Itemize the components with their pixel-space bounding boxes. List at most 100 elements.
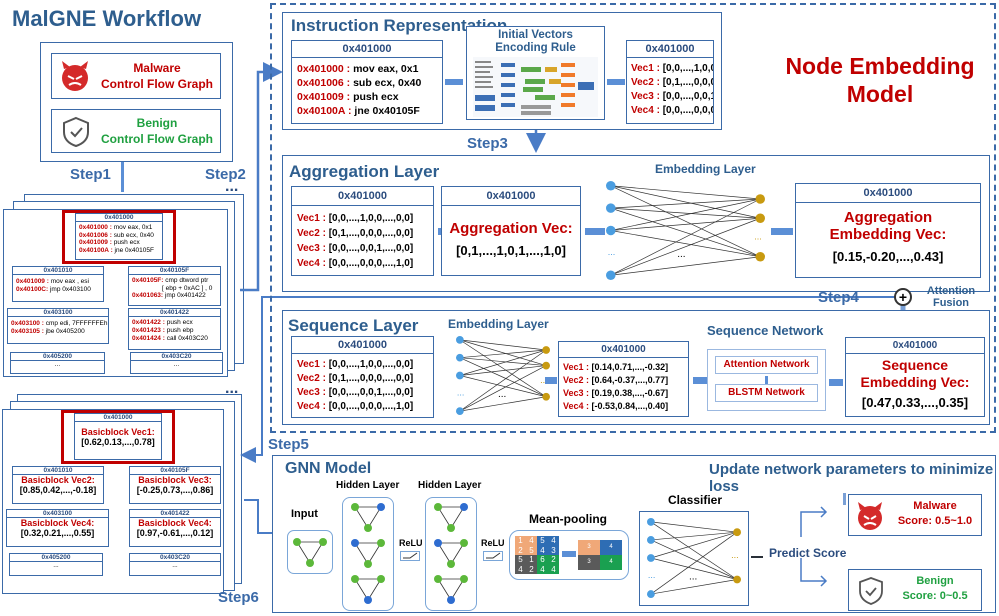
graph-node bbox=[351, 503, 359, 511]
pool-cell: 4 bbox=[526, 536, 537, 546]
bbvec-block: 0x403C20... bbox=[129, 553, 221, 576]
instr-address: 0x401009 : bbox=[79, 239, 112, 246]
section-title: Instruction Representation bbox=[291, 16, 508, 35]
attention-fusion-label: Attention Fusion bbox=[926, 285, 976, 309]
svg-text:...: ... bbox=[648, 570, 656, 580]
nn-edge bbox=[610, 185, 761, 200]
section-title: Aggregation Layer bbox=[289, 162, 440, 181]
step3-label: Step3 bbox=[467, 135, 508, 152]
devil-icon bbox=[62, 61, 88, 91]
malware-label: Malware bbox=[913, 500, 957, 512]
bbvec-block: 0x401010 Basicblock Vec2: [0.85,0.42,...,-… bbox=[12, 466, 104, 504]
output-node bbox=[733, 528, 741, 537]
pool-cell: 1 bbox=[526, 555, 537, 565]
aggregation-vec-label: Aggregation Vec: bbox=[449, 220, 573, 237]
aggregation-layer-panel: Aggregation Layer 0x401000 Vec1 : [0,0,.… bbox=[282, 155, 990, 292]
aggregation-embedding-block: 0x401000 Aggregation Embedding Vec: [0.15… bbox=[795, 183, 981, 278]
bbvec-value: [0.32,0.21,...,0.55] bbox=[20, 528, 95, 538]
graph-node bbox=[460, 503, 468, 511]
bbvec-label: Basicblock Vec1: bbox=[81, 427, 155, 437]
input-graph bbox=[287, 530, 333, 574]
malware-cfg-label: Control Flow Graph bbox=[101, 77, 213, 91]
graph-node bbox=[364, 596, 372, 604]
instr: cmp edi, 7FFFFFFEh bbox=[45, 320, 108, 327]
graph-edge bbox=[309, 541, 324, 564]
graph-node bbox=[447, 596, 455, 604]
block-address: 0x401000 bbox=[796, 184, 980, 203]
bbvec-value: [0.97,-0.61,...,0.12] bbox=[136, 528, 214, 538]
output-node bbox=[542, 392, 550, 401]
dense-vector-block: 0x401000 Vec1 : [0.14,0.71,...,-0.32] Ve… bbox=[558, 341, 689, 417]
graph-node bbox=[434, 503, 442, 511]
svg-text:...: ... bbox=[457, 387, 465, 397]
onehot-vector-block: 0x401000 Vec1 : [0,0,...,1,0,0,...,0,0] … bbox=[291, 336, 434, 418]
block-address: 0x401010 bbox=[13, 467, 103, 475]
output-node bbox=[755, 213, 765, 224]
svg-text:...: ... bbox=[754, 232, 762, 242]
section-title: Sequence Layer bbox=[288, 316, 419, 335]
sequence-embedding-value: [0.47,0.33,...,0.35] bbox=[861, 395, 969, 410]
cfg-block-0x401010: 0x401010 0x401009 : mov eax , esi 0x4010… bbox=[12, 266, 104, 302]
nn-edge bbox=[459, 365, 547, 376]
nn-edge bbox=[610, 198, 761, 209]
arrow bbox=[545, 377, 557, 384]
graph-node bbox=[434, 539, 442, 547]
block-address: 0x403100 bbox=[8, 309, 108, 317]
node-embedding-frame bbox=[270, 3, 996, 433]
encoding-rule-thumbnail bbox=[473, 57, 598, 117]
pool-cell: 2 bbox=[526, 564, 537, 574]
instr: jbe 0x405200 bbox=[45, 328, 85, 335]
arrow bbox=[445, 79, 463, 85]
input-node bbox=[606, 181, 616, 191]
block-address: 0x405200 bbox=[11, 353, 104, 361]
nn-edge bbox=[650, 531, 738, 595]
svg-text:...: ... bbox=[731, 550, 739, 560]
relu-label: ReLU bbox=[481, 538, 505, 548]
classifier-layers: ......... bbox=[647, 518, 741, 598]
pool-cell: 4 bbox=[548, 536, 559, 546]
block-address: 0x403C20 bbox=[131, 353, 222, 361]
graph-edge bbox=[437, 542, 452, 565]
bbvec-value: [0.85,0.42,...,-0.18] bbox=[19, 485, 97, 495]
nn-edge bbox=[459, 349, 547, 359]
block-address: 0x405200 bbox=[10, 554, 102, 562]
attention-network-box: Attention Network bbox=[715, 356, 818, 374]
nn-edge bbox=[459, 339, 547, 366]
graph-node bbox=[460, 575, 468, 583]
pool-cell: 4 bbox=[537, 545, 548, 555]
benign-label: Benign bbox=[916, 575, 954, 587]
benign-score-card: Benign Score: 0~0.5 bbox=[848, 569, 982, 611]
block-address: 0x403100 bbox=[7, 510, 108, 518]
pool-cell: 5 bbox=[515, 555, 526, 565]
instr-address: 0x401423 : bbox=[132, 327, 165, 334]
graph-triangle bbox=[434, 539, 468, 568]
arrow bbox=[585, 228, 605, 235]
encoding-title: Initial Vectors bbox=[498, 29, 573, 41]
block-body: ... bbox=[54, 361, 61, 368]
update-parameters-label: Update network parameters to minimize lo… bbox=[709, 461, 994, 495]
block-body: ... bbox=[172, 562, 178, 569]
graph-edge bbox=[367, 506, 382, 529]
graph-node bbox=[377, 503, 385, 511]
bbvec-block: 0x403100 Basicblock Vec4: [0.32,0.21,...,0… bbox=[6, 509, 109, 547]
svg-text:...: ... bbox=[677, 249, 685, 260]
instr-address: 0x401006 : bbox=[79, 231, 112, 239]
block-address: 0x401000 bbox=[559, 342, 688, 358]
aggregation-vec-value: [0,1,...,1,0,1,...,1,0] bbox=[456, 243, 566, 258]
block-address: 0x401422 bbox=[130, 510, 220, 518]
graph-node bbox=[293, 538, 301, 546]
graph-edge bbox=[296, 541, 311, 564]
pool-cell: 1 bbox=[515, 536, 526, 546]
embedding-layer-label: Embedding Layer bbox=[448, 317, 549, 331]
bbvec-value: [-0.25,0.73,...,0.86] bbox=[136, 485, 214, 495]
bbvec-block: 0x40105F Basicblock Vec3: [-0.25,0.73,...,… bbox=[129, 466, 221, 504]
cfg-block-0x401000: 0x401000 0x401000 : mov eax, 0x1 0x40100… bbox=[75, 213, 163, 260]
instruction-block: 0x401000 0x401000 : mov eax, 0x1 0x40100… bbox=[291, 40, 443, 124]
hidden-layer-2 bbox=[425, 497, 477, 611]
block-address: 0x401000 bbox=[292, 337, 433, 354]
input-node bbox=[456, 371, 464, 380]
svg-text:...: ... bbox=[608, 247, 616, 257]
output-node bbox=[755, 251, 765, 262]
pooled-cell: 3 bbox=[578, 540, 600, 555]
nn-edge bbox=[650, 539, 738, 580]
